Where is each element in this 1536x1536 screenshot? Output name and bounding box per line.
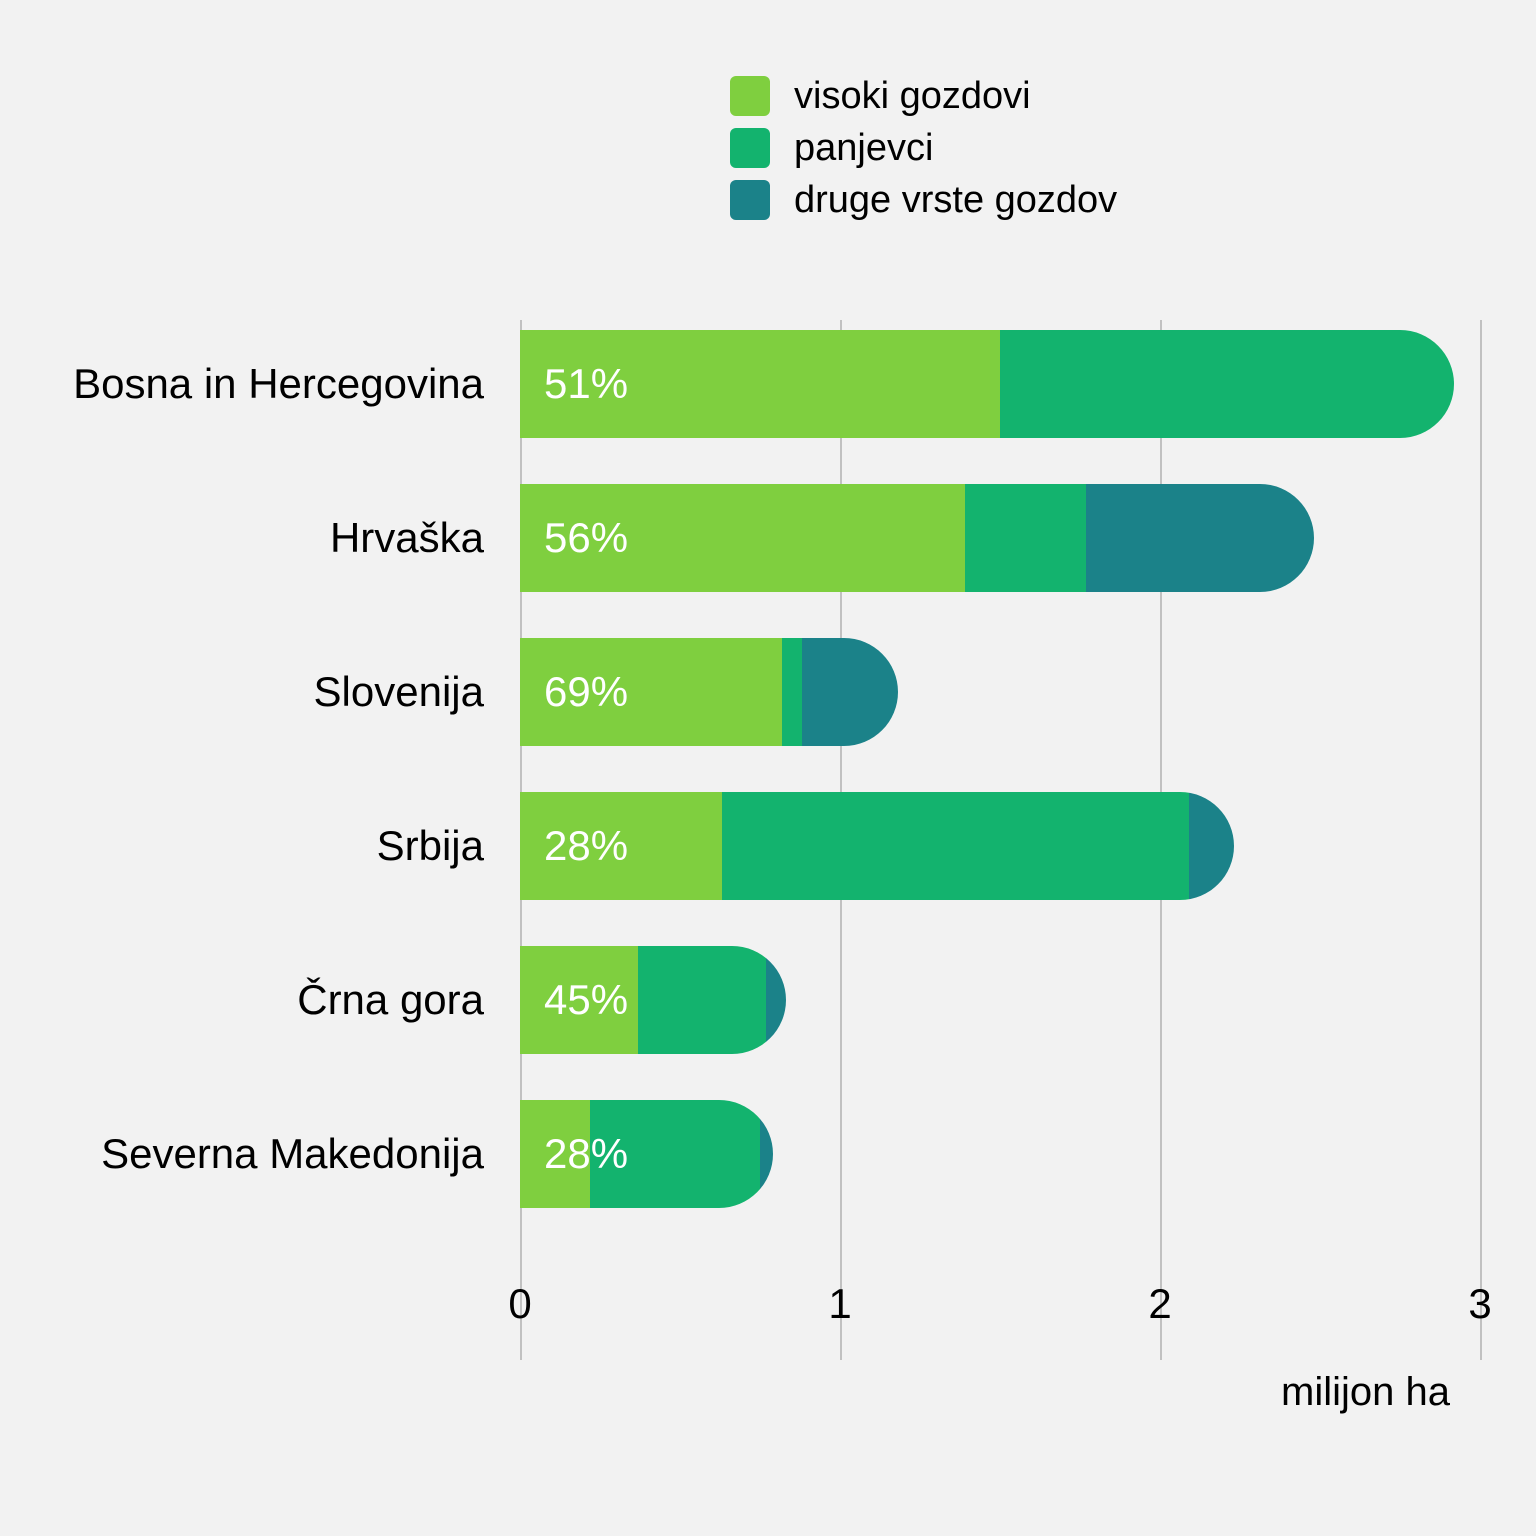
category-label: Slovenija — [314, 668, 484, 716]
legend-swatch — [730, 180, 770, 220]
bar-pct-label: 56% — [544, 514, 628, 562]
legend-swatch — [730, 76, 770, 116]
bar-segment-panjevci — [965, 484, 1087, 592]
bar-segment-druge — [802, 638, 898, 746]
bar-pct-label: 69% — [544, 668, 628, 716]
bar-track: 51% — [520, 330, 1454, 438]
bar-pct-label: 45% — [544, 976, 628, 1024]
bar-track: 69% — [520, 638, 898, 746]
bar-track: 28% — [520, 792, 1234, 900]
bar-segment-panjevci — [722, 792, 1189, 900]
legend-label: visoki gozdovi — [794, 75, 1031, 118]
x-tick-label: 0 — [490, 1280, 550, 1328]
category-label: Srbija — [377, 822, 484, 870]
bar-segment-druge — [766, 946, 785, 1054]
x-tick-label: 2 — [1130, 1280, 1190, 1328]
bar-segment-druge — [1086, 484, 1313, 592]
x-tick-label: 3 — [1450, 1280, 1510, 1328]
legend: visoki gozdovi panjevci druge vrste gozd… — [730, 70, 1117, 226]
legend-label: panjevci — [794, 127, 933, 170]
bar-segment-panjevci — [638, 946, 766, 1054]
x-tick-label: 1 — [810, 1280, 870, 1328]
chart-canvas: visoki gozdovi panjevci druge vrste gozd… — [0, 0, 1536, 1536]
bar-pct-label: 28% — [544, 822, 628, 870]
legend-label: druge vrste gozdov — [794, 179, 1117, 222]
bar-segment-panjevci — [1000, 330, 1454, 438]
bar-pct-label: 51% — [544, 360, 628, 408]
category-label: Bosna in Hercegovina — [73, 360, 484, 408]
plot-area: 0 1 2 3 milijon ha Bosna in Hercegovina … — [520, 330, 1480, 1330]
x-axis-title: milijon ha — [1281, 1370, 1450, 1415]
bar-pct-label: 28% — [544, 1130, 628, 1178]
bar-segment-druge — [1189, 792, 1234, 900]
category-label: Severna Makedonija — [101, 1130, 484, 1178]
gridline — [1480, 320, 1482, 1360]
category-label: Hrvaška — [330, 514, 484, 562]
bar-track: 28% — [520, 1100, 773, 1208]
legend-swatch — [730, 128, 770, 168]
bar-track: 45% — [520, 946, 786, 1054]
legend-item: druge vrste gozdov — [730, 174, 1117, 226]
legend-item: visoki gozdovi — [730, 70, 1117, 122]
legend-item: panjevci — [730, 122, 1117, 174]
category-label: Črna gora — [297, 976, 484, 1024]
bar-segment-druge — [760, 1100, 773, 1208]
bar-track: 56% — [520, 484, 1314, 592]
bar-segment-panjevci — [782, 638, 801, 746]
